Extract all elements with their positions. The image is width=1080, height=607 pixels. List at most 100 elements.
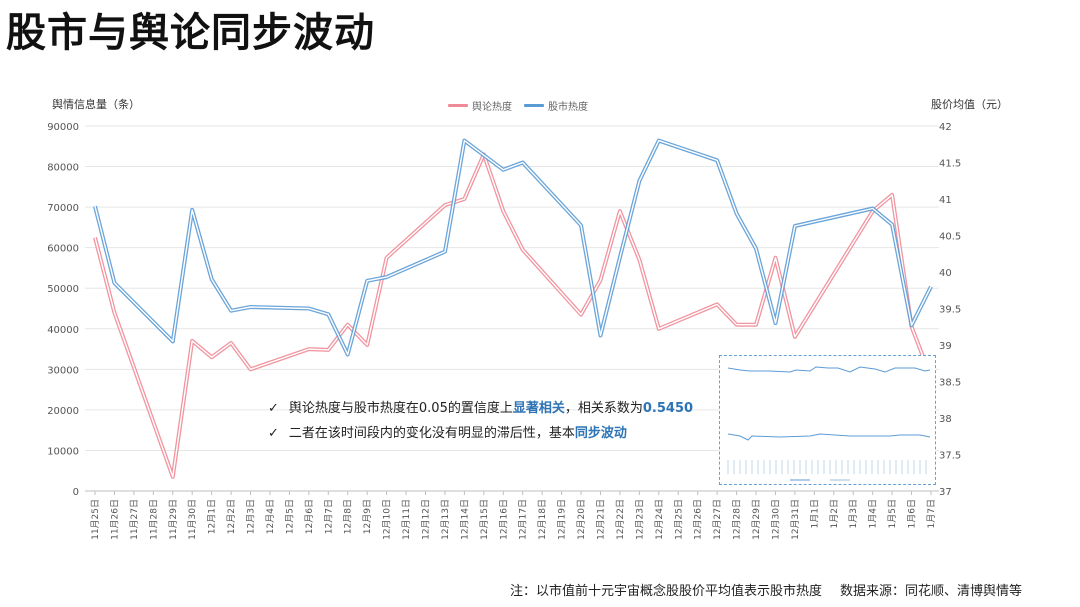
right-axis-title: 股价均值（元） bbox=[931, 98, 1008, 111]
left-axis-title: 舆情信息量（条） bbox=[52, 98, 140, 111]
right-tick-label: 42 bbox=[939, 122, 952, 133]
finding-text-part: 二者在该时间段内的变化没有明显的滞后性，基本 bbox=[288, 426, 575, 441]
right-tick-label: 39.5 bbox=[939, 305, 961, 316]
x-tick-label: 12月30日 bbox=[770, 499, 781, 540]
key-findings: ✓ 舆论热度与股市热度在0.05的置信度上显著相关，相关系数为0.5450 ✓ … bbox=[268, 396, 693, 446]
x-tick-label: 12月20日 bbox=[576, 499, 587, 540]
gridlines bbox=[85, 125, 939, 492]
x-tick-label: 1月6日 bbox=[907, 499, 918, 528]
finding-text-part: 舆论热度与股市热度在0.05的置信度上 bbox=[288, 401, 513, 416]
x-tick-label: 12月3日 bbox=[246, 499, 257, 534]
left-tick-label: 20000 bbox=[47, 406, 79, 417]
x-tick-label: 11月25日 bbox=[90, 499, 101, 540]
left-tick-label: 80000 bbox=[47, 163, 79, 174]
x-tick-label: 1月4日 bbox=[868, 499, 879, 528]
page-title: 股市与舆论同步波动 bbox=[6, 10, 375, 56]
right-tick-label: 41.5 bbox=[939, 159, 961, 170]
right-axis-ticks: 37 37.5 38 38.5 39 39.5 40 40.5 41 41.5 42 bbox=[939, 122, 961, 498]
x-tick-label: 1月2日 bbox=[829, 499, 840, 528]
x-tick-label: 11月28日 bbox=[148, 499, 159, 540]
left-tick-label: 50000 bbox=[47, 284, 79, 295]
x-tick-label: 12月6日 bbox=[304, 499, 315, 534]
left-tick-label: 30000 bbox=[47, 365, 79, 376]
check-icon: ✓ bbox=[268, 401, 279, 416]
x-tick-label: 12月16日 bbox=[498, 499, 509, 540]
x-tick-label: 12月7日 bbox=[323, 499, 334, 534]
x-tick-label: 11月27日 bbox=[129, 499, 140, 540]
x-tick-label: 12月2日 bbox=[226, 499, 237, 534]
x-tick-label: 12月4日 bbox=[265, 499, 276, 534]
check-icon: ✓ bbox=[268, 426, 279, 441]
finding-item: ✓ 舆论热度与股市热度在0.05的置信度上显著相关，相关系数为0.5450 bbox=[268, 396, 693, 421]
x-tick-label: 12月10日 bbox=[382, 499, 393, 540]
left-tick-label: 10000 bbox=[47, 446, 79, 457]
legend-label-stock: 股市热度 bbox=[548, 102, 588, 113]
right-tick-label: 40.5 bbox=[939, 232, 961, 243]
x-tick-label: 12月18日 bbox=[537, 499, 548, 540]
x-tick-label: 12月11日 bbox=[401, 499, 412, 540]
left-tick-label: 0 bbox=[73, 487, 79, 498]
footnote: 注：以市值前十元宇宙概念股股价平均值表示股市热度 数据来源：同花顺、清博舆情等 bbox=[510, 580, 1022, 599]
stock-heat-line-highlight bbox=[94, 139, 932, 356]
left-tick-label: 70000 bbox=[47, 203, 79, 214]
finding-text: 舆论热度与股市热度在0.05的置信度上显著相关，相关系数为0.5450 bbox=[289, 396, 693, 421]
x-tick-label: 1月3日 bbox=[848, 499, 859, 528]
left-tick-label: 90000 bbox=[47, 122, 79, 133]
finding-highlight: 同步波动 bbox=[574, 426, 627, 441]
x-tick-label: 12月17日 bbox=[518, 499, 529, 540]
right-tick-label: 38.5 bbox=[939, 378, 961, 389]
right-tick-label: 37 bbox=[939, 487, 952, 498]
x-tick-label: 12月15日 bbox=[479, 499, 490, 540]
chart-legend: 舆论热度 股市热度 bbox=[448, 98, 588, 113]
finding-highlight: 显著相关 bbox=[512, 401, 565, 416]
series-lines bbox=[93, 138, 933, 479]
x-tick-label: 12月13日 bbox=[440, 499, 451, 540]
legend-item-stock: 股市热度 bbox=[524, 98, 588, 113]
x-tick-label: 12月27日 bbox=[712, 499, 723, 540]
x-tick-label: 11月30日 bbox=[187, 499, 198, 540]
x-tick-label: 12月19日 bbox=[557, 499, 568, 540]
footnote-note: 注：以市值前十元宇宙概念股股价平均值表示股市热度 bbox=[509, 584, 822, 599]
legend-item-opinion: 舆论热度 bbox=[448, 98, 512, 113]
left-axis-ticks: 0 10000 20000 30000 40000 50000 60000 70000 8000… bbox=[47, 122, 79, 498]
x-tick-label: 12月29日 bbox=[751, 499, 762, 540]
footnote-source: 数据来源：同花顺、清博舆情等 bbox=[839, 584, 1022, 599]
left-tick-label: 40000 bbox=[47, 325, 79, 336]
right-tick-label: 40 bbox=[939, 268, 952, 279]
x-tick-label: 12月24日 bbox=[654, 499, 665, 540]
legend-swatch-stock bbox=[524, 104, 544, 107]
x-tick-label: 1月1日 bbox=[809, 499, 820, 528]
opinion-heat-line-highlight bbox=[94, 153, 932, 478]
x-tick-label: 12月9日 bbox=[362, 499, 373, 534]
x-tick-label: 12月22日 bbox=[615, 499, 626, 540]
x-tick-label: 12月21日 bbox=[595, 499, 606, 540]
right-tick-label: 41 bbox=[939, 195, 952, 206]
x-tick-label: 12月14日 bbox=[459, 499, 470, 540]
x-tick-label: 12月12日 bbox=[421, 499, 432, 540]
legend-swatch-opinion bbox=[448, 104, 468, 107]
left-tick-label: 60000 bbox=[47, 244, 79, 255]
inset-thumbnail-chart bbox=[719, 355, 936, 485]
x-tick-label: 12月8日 bbox=[343, 499, 354, 534]
finding-text: 二者在该时间段内的变化没有明显的滞后性，基本同步波动 bbox=[289, 421, 627, 446]
x-axis-ticks: 11月25日 11月26日 11月27日 11月28日 11月29日 11月30日 12月1… bbox=[90, 491, 937, 540]
x-tick-label: 12月1日 bbox=[207, 499, 218, 534]
x-tick-label: 11月26日 bbox=[109, 499, 120, 540]
right-tick-label: 37.5 bbox=[939, 451, 961, 462]
x-tick-label: 12月23日 bbox=[634, 499, 645, 540]
x-tick-label: 12月5日 bbox=[284, 499, 295, 534]
right-tick-label: 39 bbox=[939, 341, 952, 352]
x-tick-label: 12月31日 bbox=[790, 499, 801, 540]
x-tick-label: 12月25日 bbox=[673, 499, 684, 540]
finding-text-part: ，相关系数为 bbox=[564, 401, 643, 416]
x-tick-label: 11月29日 bbox=[168, 499, 179, 540]
x-tick-label: 12月26日 bbox=[693, 499, 704, 540]
finding-highlight: 0.5450 bbox=[642, 401, 694, 416]
x-tick-label: 12月28日 bbox=[732, 499, 743, 540]
right-tick-label: 38 bbox=[939, 414, 952, 425]
x-tick-label: 1月7日 bbox=[926, 499, 937, 528]
legend-label-opinion: 舆论热度 bbox=[472, 102, 512, 113]
x-tick-label: 1月5日 bbox=[887, 499, 898, 528]
finding-item: ✓ 二者在该时间段内的变化没有明显的滞后性，基本同步波动 bbox=[268, 421, 693, 446]
